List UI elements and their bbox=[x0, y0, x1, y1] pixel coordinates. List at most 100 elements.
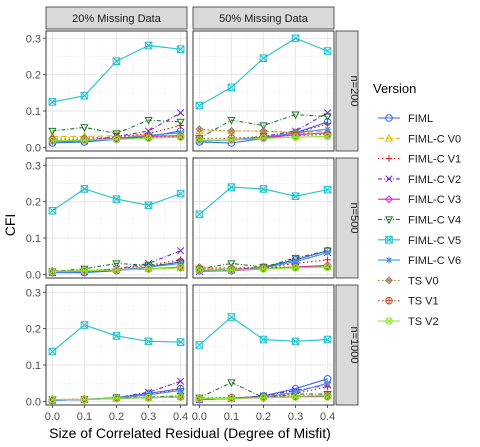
legend-title: Version bbox=[373, 81, 416, 96]
data-point bbox=[195, 266, 204, 274]
data-point bbox=[176, 264, 185, 272]
strip-label: 20% Missing Data bbox=[72, 13, 162, 25]
panel-20-missing-data-n-1000 bbox=[45, 284, 188, 406]
data-point bbox=[80, 124, 89, 133]
legend-label: FIML-C V6 bbox=[408, 255, 461, 267]
legend-key-marker bbox=[385, 175, 393, 183]
series-ts-v2 bbox=[195, 263, 332, 274]
data-point bbox=[48, 137, 57, 145]
data-point bbox=[176, 45, 185, 53]
y-tick-label: 0.2 bbox=[26, 197, 41, 209]
legend-label: FIML-C V0 bbox=[408, 133, 461, 145]
legend-key-marker bbox=[384, 276, 394, 285]
data-point bbox=[112, 130, 121, 139]
data-point bbox=[323, 335, 332, 344]
legend-item-fiml-c-v2: FIML-C V2 bbox=[378, 174, 461, 186]
data-point bbox=[259, 185, 268, 193]
x-tick-label: 0.4 bbox=[320, 411, 335, 423]
x-tick-label: 0.1 bbox=[224, 411, 239, 423]
legend: Version FIML FIML-C V0 FIML-C V1 FIML-C V2 F… bbox=[373, 81, 461, 328]
data-point bbox=[144, 337, 153, 346]
data-point bbox=[195, 125, 204, 134]
data-point bbox=[227, 116, 236, 125]
legend-item-fiml-c-v4: FIML-C V4 bbox=[378, 215, 461, 227]
data-point bbox=[48, 395, 57, 404]
data-point bbox=[259, 126, 268, 136]
data-point bbox=[48, 347, 57, 356]
data-point bbox=[259, 54, 268, 63]
series-ts-v2 bbox=[48, 133, 185, 145]
data-point bbox=[112, 135, 121, 144]
series-fiml-c-v5 bbox=[48, 185, 185, 215]
data-point bbox=[80, 91, 89, 100]
data-point bbox=[227, 266, 236, 274]
y-tick-label: 0.1 bbox=[26, 106, 41, 118]
series-line bbox=[52, 262, 181, 272]
legend-item-fiml-c-v3: FIML-C V3 bbox=[378, 194, 461, 206]
data-point bbox=[195, 136, 204, 144]
legend-item-fiml: FIML bbox=[378, 113, 433, 125]
legend-item-ts-v0: TS V0 bbox=[378, 275, 439, 287]
legend-key-marker bbox=[385, 236, 393, 244]
strip-label: n=500 bbox=[348, 203, 360, 234]
data-point bbox=[259, 122, 268, 131]
data-point bbox=[80, 266, 89, 275]
data-point bbox=[227, 379, 236, 388]
y-axis-title: CFI bbox=[2, 214, 18, 237]
legend-label: FIML-C V5 bbox=[408, 235, 461, 247]
series-ts-v2 bbox=[48, 393, 185, 404]
strip-20-missing-data: 20% Missing Data bbox=[45, 6, 188, 30]
x-tick-label: 0.2 bbox=[109, 411, 124, 423]
data-point bbox=[176, 338, 185, 346]
data-point bbox=[195, 341, 204, 349]
legend-key-marker bbox=[385, 296, 393, 305]
legend-item-ts-v1: TS V1 bbox=[378, 296, 439, 308]
data-point bbox=[48, 267, 57, 276]
data-point bbox=[227, 83, 236, 92]
series-fiml-c-v5 bbox=[48, 321, 185, 356]
legend-label: FIML-C V1 bbox=[408, 154, 461, 166]
legend-key-marker bbox=[384, 133, 394, 142]
x-axis-title: Size of Correlated Residual (Degree of M… bbox=[49, 425, 331, 441]
legend-label: FIML-C V4 bbox=[408, 215, 461, 227]
legend-item-fiml-c-v0: FIML-C V0 bbox=[378, 133, 461, 145]
series-ts-v2 bbox=[48, 264, 185, 276]
legend-item-ts-v2: TS V2 bbox=[378, 316, 439, 328]
data-point bbox=[227, 183, 236, 191]
data-point bbox=[259, 393, 268, 402]
legend-key-marker bbox=[385, 256, 393, 264]
data-point bbox=[291, 254, 300, 263]
data-point bbox=[259, 335, 268, 344]
strip-label: n=200 bbox=[348, 76, 360, 107]
data-point bbox=[80, 136, 89, 144]
data-point bbox=[227, 136, 236, 144]
legend-label: TS V1 bbox=[408, 296, 439, 308]
series-ts-v2 bbox=[195, 393, 332, 403]
data-point bbox=[195, 101, 204, 110]
legend-item-fiml-c-v6: FIML-C V6 bbox=[378, 255, 461, 267]
data-point bbox=[227, 394, 236, 403]
data-point bbox=[112, 266, 121, 274]
data-point bbox=[176, 377, 185, 386]
data-point bbox=[323, 47, 332, 55]
x-tick-label: 0.4 bbox=[173, 411, 188, 423]
legend-label: TS V0 bbox=[408, 275, 439, 287]
y-tick-label: 0.0 bbox=[26, 396, 41, 408]
series-line bbox=[199, 114, 328, 139]
panel-20-missing-data-n-200 bbox=[45, 30, 188, 152]
strip-label: n=1000 bbox=[348, 326, 360, 363]
legend-item-fiml-c-v5: FIML-C V5 bbox=[378, 235, 461, 247]
y-tick-label: 0.3 bbox=[26, 33, 41, 45]
legend-label: FIML bbox=[408, 113, 433, 125]
panel-20-missing-data-n-500 bbox=[45, 157, 188, 279]
y-tick-label: 0.0 bbox=[26, 142, 41, 154]
data-point bbox=[48, 206, 57, 215]
data-point bbox=[323, 185, 332, 194]
legend-key-marker bbox=[385, 155, 393, 162]
data-point bbox=[176, 133, 185, 141]
data-point bbox=[323, 132, 332, 141]
y-tick-label: 0.3 bbox=[26, 160, 41, 172]
legend-label: TS V2 bbox=[408, 316, 439, 328]
data-point bbox=[112, 332, 121, 340]
